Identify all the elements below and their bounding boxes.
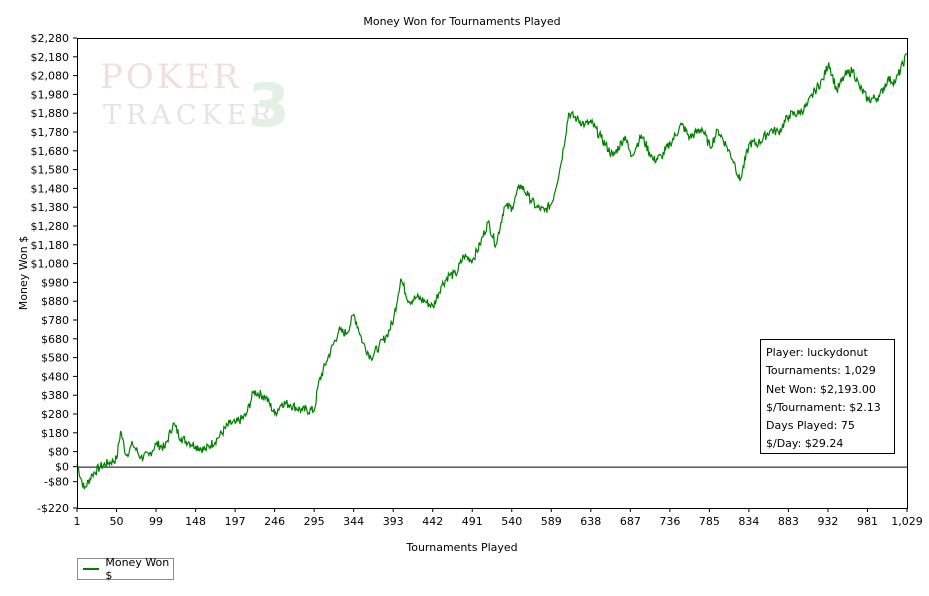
y-tick-label: $2,080 xyxy=(31,70,70,83)
y-tick-label: $780 xyxy=(41,314,69,327)
chart-legend: Money Won $ xyxy=(77,556,174,582)
stat-per-tournament: $/Tournament: $2.13 xyxy=(766,400,881,414)
y-tick-label: $1,980 xyxy=(31,88,70,101)
poker-tracker-watermark-logo: POKER TRACKER 3 xyxy=(100,57,290,141)
plot-area-border xyxy=(77,38,908,509)
x-tick-label: 491 xyxy=(462,515,483,528)
x-tick-label: 1 xyxy=(74,515,81,528)
x-tick-label: 785 xyxy=(699,515,720,528)
y-tick-label: $880 xyxy=(41,295,69,308)
x-tick-label: 687 xyxy=(620,515,641,528)
y-tick-label: $1,680 xyxy=(31,145,70,158)
y-tick-label: $0 xyxy=(55,461,69,474)
x-tick-label: 834 xyxy=(738,515,759,528)
y-tick-label: $1,780 xyxy=(31,126,70,139)
y-tick-label: $80 xyxy=(48,446,69,459)
y-axis-label: Money Won $ xyxy=(17,236,30,310)
x-tick-label: 99 xyxy=(149,515,163,528)
y-tick-label: $480 xyxy=(41,370,69,383)
chart-title: Money Won for Tournaments Played xyxy=(363,15,560,28)
x-tick-label: 393 xyxy=(383,515,404,528)
x-tick-label: 736 xyxy=(659,515,680,528)
stat-net-won: Net Won: $2,193.00 xyxy=(766,382,876,396)
legend-swatch-money-won xyxy=(83,568,100,570)
y-tick-label: -$220 xyxy=(37,502,69,515)
y-tick-label: $580 xyxy=(41,352,69,365)
stat-days-played: Days Played: 75 xyxy=(766,419,855,433)
y-tick-label: $680 xyxy=(41,333,69,346)
x-tick-label: 589 xyxy=(541,515,562,528)
x-tick-label: 246 xyxy=(264,515,285,528)
x-tick-label: 344 xyxy=(343,515,364,528)
y-tick-label: $1,880 xyxy=(31,107,70,120)
y-tick-label: $1,080 xyxy=(31,258,70,271)
y-tick-label: $1,580 xyxy=(31,164,70,177)
x-tick-label: 295 xyxy=(304,515,325,528)
x-tick-label: 981 xyxy=(857,515,878,528)
player-stats-box: Player: luckydonut Tournaments: 1,029 Ne… xyxy=(760,339,895,454)
y-axis-ticks: $2,280 $2,180 $2,080 $1,980 $1,880 $1,780 $1,6… xyxy=(31,32,77,515)
x-tick-label: 442 xyxy=(422,515,443,528)
y-tick-label: $1,480 xyxy=(31,182,70,195)
watermark-line2: TRACKER xyxy=(103,100,277,131)
stat-player: Player: luckydonut xyxy=(766,346,868,359)
y-tick-label: $280 xyxy=(41,408,69,421)
stat-tournaments: Tournaments: 1,029 xyxy=(766,364,876,378)
y-tick-label: $2,280 xyxy=(31,32,70,45)
y-tick-label: $1,180 xyxy=(31,239,70,252)
x-tick-label: 540 xyxy=(501,515,522,528)
x-tick-label: 197 xyxy=(225,515,246,528)
y-tick-label: -$80 xyxy=(44,476,69,489)
y-tick-label: $2,180 xyxy=(31,51,70,64)
watermark-line1: POKER xyxy=(100,57,242,97)
y-tick-label: $980 xyxy=(41,276,69,289)
x-axis-ticks: 1 50 99 148 197 246 295 344 393 442 491 540 589 638 68… xyxy=(74,508,923,528)
x-tick-label: 883 xyxy=(778,515,799,528)
x-tick-label: 638 xyxy=(580,515,601,528)
y-tick-label: $1,380 xyxy=(31,201,70,214)
stat-per-day: $/Day: $29.24 xyxy=(766,437,844,451)
y-tick-label: $1,280 xyxy=(31,220,70,233)
watermark-mark: 3 xyxy=(248,71,290,141)
x-axis-label: Tournaments Played xyxy=(405,541,517,554)
x-tick-label: 1,029 xyxy=(891,515,923,528)
legend-label-money-won: Money Won $ xyxy=(105,556,170,582)
y-tick-label: $180 xyxy=(41,427,69,440)
x-tick-label: 50 xyxy=(110,515,124,528)
series-money-won-line xyxy=(76,53,908,490)
x-tick-label: 148 xyxy=(185,515,206,528)
x-tick-label: 932 xyxy=(817,515,838,528)
y-tick-label: $380 xyxy=(41,389,69,402)
